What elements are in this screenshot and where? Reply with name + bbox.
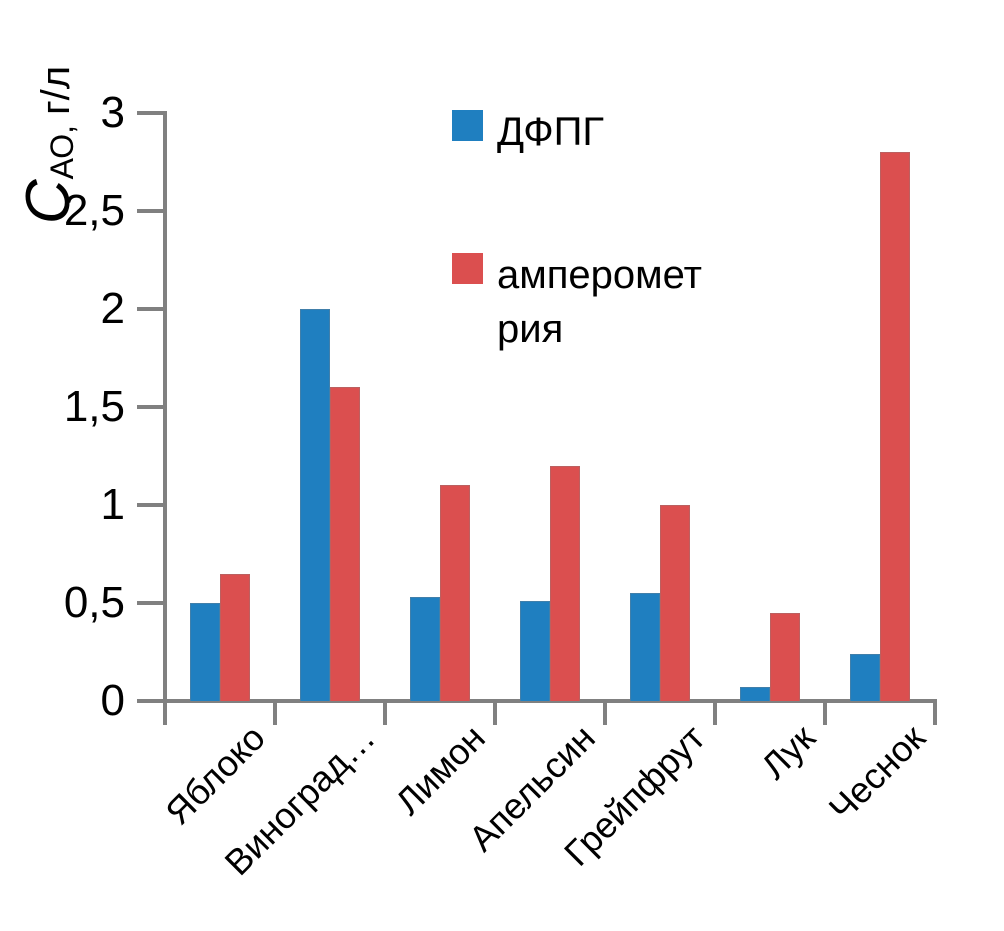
legend-entry-0: ДФПГ: [452, 105, 604, 159]
y-tick-label-4: 2: [100, 283, 125, 333]
y-tick-mark-3: [137, 405, 163, 409]
x-tick-mark-3: [493, 701, 497, 725]
bar-series-0-cat-0: [190, 603, 220, 701]
bar-series-0-cat-4: [630, 593, 660, 701]
bar-series-0-cat-1: [300, 309, 330, 701]
bar-group-4: [605, 113, 715, 701]
x-axis-label-0: Яблоко: [157, 716, 273, 833]
bar-series-1-cat-6: [880, 152, 910, 701]
bar-group-6: [825, 113, 935, 701]
y-tick-mark-2: [137, 502, 163, 507]
y-tick-label-6: 3: [100, 88, 125, 137]
legend-label-0-line-0: ДФПГ: [497, 110, 605, 154]
x-axis-line: [163, 699, 937, 703]
x-tick-mark-5: [713, 701, 717, 725]
y-axis-ticks: 0 0,5 1 1,5 2 2,5 3: [64, 91, 935, 723]
x-tick-mark-7: [933, 701, 937, 725]
x-tick-mark-2: [382, 701, 387, 725]
legend-label-1-line-1: рия: [497, 307, 564, 351]
legend-label-1-line-0: амперомет: [497, 253, 702, 297]
y-tick-label-3: 1,5: [63, 382, 125, 431]
bar-group-3: [495, 113, 605, 701]
y-tick-mark-4: [137, 306, 163, 311]
x-axis-ticks: Яблоко Виноград… Лимон Апельсин Грейпфрут Лук…: [157, 113, 937, 883]
legend-label-1: амперомет рия: [497, 248, 702, 356]
bar-series-0-cat-2: [410, 597, 440, 701]
y-tick-mark-0: [137, 699, 163, 703]
y-tick-label-5: 2,5: [63, 185, 125, 235]
bar-series-1-cat-1: [330, 387, 360, 701]
bar-series-1-cat-3: [550, 465, 580, 701]
bar-group-2: [385, 113, 495, 701]
y-tick-mark-5: [137, 208, 163, 213]
x-tick-mark-6: [823, 701, 827, 725]
bar-group-1: [275, 113, 385, 701]
bar-group-5: [715, 113, 825, 701]
bar-series-1-cat-4: [660, 505, 690, 701]
y-tick-label-2: 1: [100, 479, 125, 529]
y-tick-mark-1: [137, 601, 163, 605]
legend-swatch-1: [452, 253, 483, 284]
bar-series-0-cat-6: [850, 653, 880, 701]
bar-series-1-cat-5: [770, 612, 800, 701]
bar-series-0-cat-3: [520, 601, 550, 701]
x-tick-mark-1: [272, 701, 277, 725]
y-tick-label-0: 0: [100, 676, 125, 725]
x-tick-mark-4: [602, 701, 607, 725]
y-tick-mark-6: [137, 111, 163, 115]
x-axis-label-6: Чеснок: [820, 716, 933, 830]
bar-series-0-cat-5: [740, 687, 770, 701]
plot-area: [165, 113, 935, 701]
x-axis-label-3: Апельсин: [460, 716, 603, 860]
bar-series-1-cat-0: [220, 573, 250, 701]
legend-swatch-0: [452, 110, 483, 141]
x-tick-mark-0: [163, 701, 167, 725]
bar-group-0: [165, 113, 275, 701]
y-axis-line: [163, 111, 167, 703]
legend-label-0: ДФПГ: [497, 105, 604, 159]
bar-series-1-cat-2: [440, 485, 470, 701]
legend-entry-1: амперомет рия: [452, 248, 702, 356]
y-tick-label-1: 0,5: [63, 578, 125, 627]
